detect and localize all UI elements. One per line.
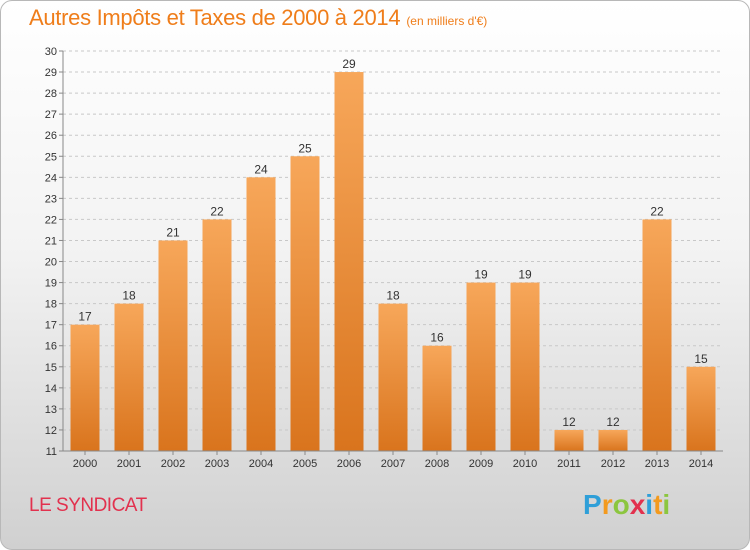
bar [114,303,144,451]
x-tick-label: 2013 [645,458,669,470]
x-tick-label: 2011 [557,458,581,470]
data-label: 18 [122,289,136,303]
data-label: 15 [694,352,708,366]
x-tick-label: 2004 [249,458,273,470]
x-tick-label: 2003 [205,458,229,470]
logo-letter: i [645,489,654,520]
y-tick-label: 15 [45,362,57,374]
bar [378,303,408,451]
x-tick-label: 2000 [73,458,97,470]
y-tick-label: 22 [45,214,57,226]
x-tick-label: 2005 [293,458,317,470]
y-tick-label: 29 [45,67,57,79]
bar [158,240,188,451]
y-tick-label: 26 [45,130,57,142]
y-tick-label: 12 [45,425,57,437]
bar [466,282,496,451]
logo-letter: x [629,489,646,520]
proxiti-logo: Proxiti [583,489,670,521]
y-tick-label: 30 [45,46,57,58]
data-label: 17 [78,310,92,324]
y-tick-label: 25 [45,151,57,163]
y-tick-label: 19 [45,278,57,290]
x-tick-label: 2012 [601,458,625,470]
axes: 11 12 13 14 15 16 17 18 19 20 21 22 23 24 25 26 27 28 29 30… [45,46,723,470]
logo-letter: o [612,489,630,520]
bar [686,366,716,451]
y-tick-label: 18 [45,299,57,311]
data-label: 12 [562,415,576,429]
data-label: 25 [298,141,312,155]
data-label: 18 [386,289,400,303]
logo-letter: t [653,489,663,520]
y-tick-label: 21 [45,235,57,247]
y-tick-label: 17 [45,320,57,332]
data-label: 12 [606,415,620,429]
bar [510,282,540,451]
commune-name: LE SYNDICAT [29,495,147,516]
bar [70,324,100,451]
x-tick-label: 2002 [161,458,185,470]
logo-letter: P [583,489,602,520]
chart-title: Autres Impôts et Taxes de 2000 à 2014 (en… [29,5,487,31]
data-label: 22 [650,204,664,218]
data-label: 19 [518,268,532,282]
logo-letter: i [662,489,671,520]
x-tick-label: 2001 [117,458,141,470]
bar [334,72,364,451]
logo-letter: r [601,489,613,520]
bar [290,156,320,451]
data-label: 21 [166,225,180,239]
x-tick-label: 2007 [381,458,405,470]
data-label: 19 [474,268,488,282]
y-tick-label: 28 [45,88,57,100]
y-tick-label: 20 [45,257,57,269]
bar [246,177,276,451]
x-tick-label: 2008 [425,458,449,470]
bar [554,429,584,451]
x-tick-label: 2010 [513,458,537,470]
bar [202,219,232,451]
title-unit: (en milliers d'€) [406,14,488,28]
x-tick-label: 2009 [469,458,493,470]
y-tick-label: 27 [45,109,57,121]
y-tick-label: 24 [45,172,57,184]
x-tick-label: 2006 [337,458,361,470]
y-tick-label: 16 [45,341,57,353]
y-tick-label: 13 [45,404,57,416]
bar [642,219,672,451]
data-label: 16 [430,331,444,345]
x-tick-label: 2014 [689,458,713,470]
bar [422,345,452,451]
bar [598,429,628,451]
data-label: 29 [342,57,356,71]
bars: 17 18 21 22 24 25 29 18 16 19 19 12 12 22 15 [70,57,716,451]
data-label: 24 [254,162,268,176]
title-main: Autres Impôts et Taxes de 2000 à 2014 [29,5,401,30]
y-tick-label: 11 [46,446,57,458]
data-label: 22 [210,204,224,218]
y-tick-label: 14 [45,383,57,395]
y-tick-label: 23 [45,193,57,205]
